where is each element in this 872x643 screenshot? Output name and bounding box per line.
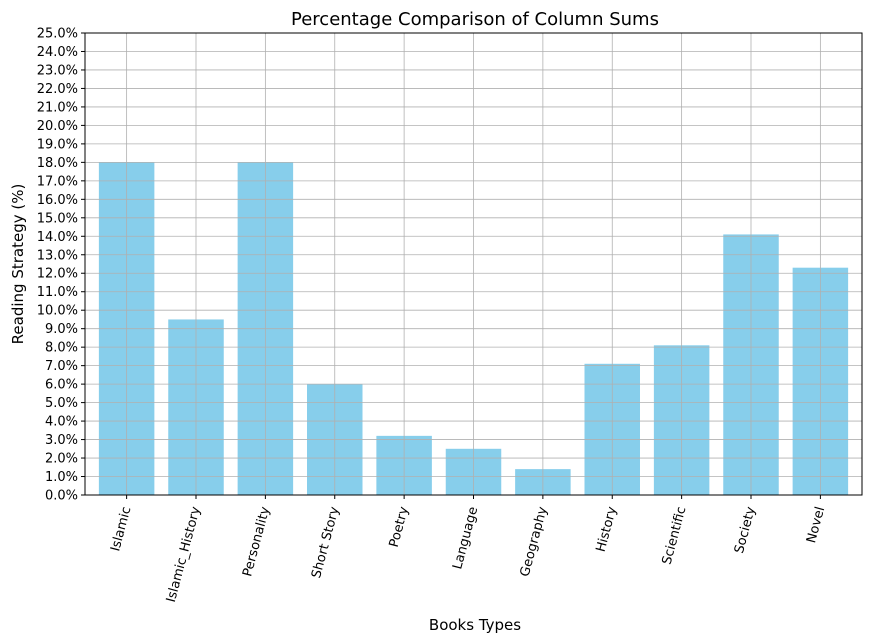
y-axis-label: Reading Strategy (%) — [9, 184, 27, 345]
y-tick-label: 22.0% — [37, 82, 78, 97]
x-axis-label: Books Types — [429, 616, 521, 634]
x-tick-label: Language — [450, 505, 481, 571]
y-axis-ticks: 0.0% 1.0% 2.0% 3.0% 4.0% 5.0% 6.0% 7.0% 8.0% 9.0%… — [37, 27, 85, 504]
y-tick-label: 1.0% — [45, 470, 78, 485]
x-tick-label: Geography — [518, 505, 551, 579]
y-tick-label: 15.0% — [37, 211, 78, 226]
y-tick-label: 9.0% — [45, 322, 78, 337]
y-tick-label: 24.0% — [37, 45, 78, 60]
x-tick-label: History — [594, 505, 621, 554]
y-tick-label: 0.0% — [45, 489, 78, 504]
x-tick-label: Islamic_History — [164, 505, 204, 604]
y-tick-label: 11.0% — [37, 285, 78, 300]
y-tick-label: 25.0% — [37, 27, 78, 42]
x-tick-label: Short Story — [309, 505, 343, 580]
y-tick-label: 19.0% — [37, 137, 78, 152]
y-tick-label: 4.0% — [45, 415, 78, 430]
x-tick-label: Novel — [804, 505, 828, 545]
y-tick-label: 6.0% — [45, 378, 78, 393]
x-tick-label: Personality — [240, 505, 273, 578]
y-tick-label: 17.0% — [37, 174, 78, 189]
y-tick-label: 3.0% — [45, 433, 78, 448]
chart-title: Percentage Comparison of Column Sums — [291, 9, 659, 30]
y-tick-label: 10.0% — [37, 304, 78, 319]
y-tick-label: 13.0% — [37, 248, 78, 263]
y-tick-label: 2.0% — [45, 452, 78, 467]
y-tick-label: 21.0% — [37, 100, 78, 115]
y-tick-label: 16.0% — [37, 193, 78, 208]
y-tick-label: 20.0% — [37, 119, 78, 134]
grid-lines — [85, 32, 862, 496]
x-axis-ticks: Islamic Islamic_History Personality Short S… — [108, 495, 828, 604]
y-tick-label: 18.0% — [37, 156, 78, 171]
y-tick-label: 8.0% — [45, 341, 78, 356]
y-tick-label: 14.0% — [37, 230, 78, 245]
x-tick-label: Society — [732, 505, 759, 555]
y-tick-label: 12.0% — [37, 267, 78, 282]
y-tick-label: 23.0% — [37, 63, 78, 78]
y-tick-label: 7.0% — [45, 359, 78, 374]
x-tick-label: Scientific — [660, 505, 690, 566]
y-tick-label: 5.0% — [45, 396, 78, 411]
x-tick-label: Poetry — [387, 505, 412, 549]
x-tick-label: Islamic — [108, 505, 134, 553]
